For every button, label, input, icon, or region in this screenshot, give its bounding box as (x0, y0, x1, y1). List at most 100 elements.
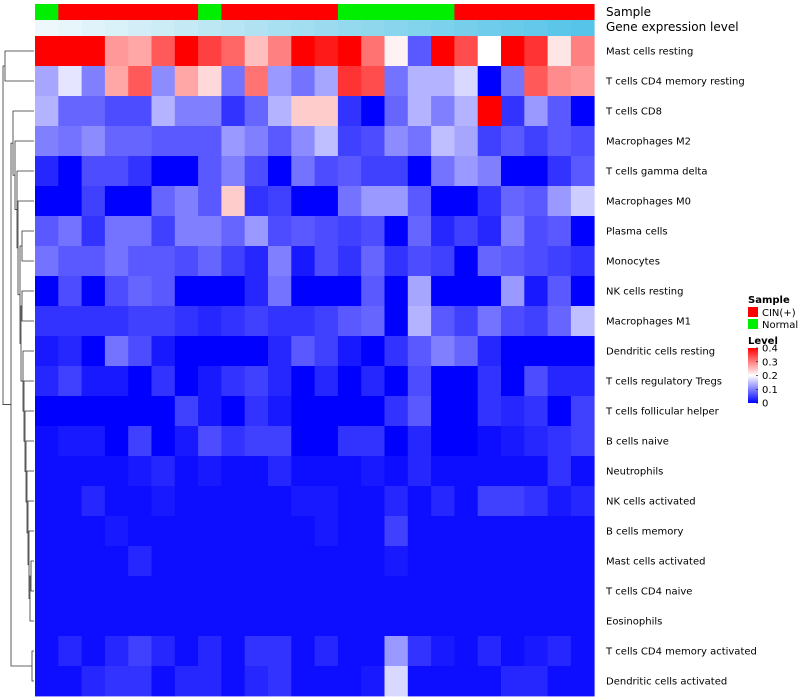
heatmap-cell (384, 336, 409, 367)
heatmap-cell (337, 246, 362, 277)
heatmap-cell (81, 96, 106, 127)
heatmap-cell (291, 126, 315, 157)
heatmap-cell (524, 36, 548, 67)
heatmap-cell (477, 156, 502, 187)
row-label: Neutrophils (606, 467, 663, 478)
heatmap-cell (198, 36, 222, 67)
heatmap-cell (244, 456, 269, 487)
heatmap-cell (198, 246, 222, 277)
sample-cell (291, 4, 315, 20)
heatmap-cell (58, 36, 82, 67)
heatmap-cell (431, 306, 455, 337)
heatmap-cell (291, 666, 315, 697)
heatmap-cell (337, 606, 362, 637)
heatmap-cell (174, 636, 199, 667)
sample-annotation-label: Sample (606, 5, 651, 19)
heatmap-cell (384, 156, 409, 187)
heatmap-cell (501, 126, 525, 157)
heatmap-cell (151, 156, 176, 187)
heatmap-cell (361, 396, 385, 427)
heatmap-cell (570, 456, 595, 487)
heatmap-cell (81, 246, 106, 277)
heatmap-cell (524, 336, 548, 367)
heatmap-cell (570, 66, 595, 97)
heatmap-cell (570, 486, 595, 517)
heatmap-cell (35, 306, 59, 337)
heatmap-cell (58, 546, 82, 577)
heatmap-cell (151, 486, 176, 517)
heatmap-cell (221, 516, 246, 547)
heatmap-cell (244, 546, 269, 577)
sample-cell (81, 4, 106, 20)
legend-tick-label: 0.4 (762, 344, 778, 355)
heatmap-cell (104, 96, 129, 127)
heatmap-cell (337, 666, 362, 697)
heatmap-cell (58, 186, 82, 217)
sample-cell (314, 4, 339, 20)
sample-cell (454, 4, 479, 20)
heatmap-cell (501, 246, 525, 277)
row-label: T cells regulatory Tregs (605, 377, 722, 388)
heatmap-cell (58, 426, 82, 457)
heatmap-cell (314, 306, 339, 337)
heatmap-cell (174, 546, 199, 577)
expression-cell (547, 20, 572, 36)
heatmap-cell (198, 516, 222, 547)
heatmap-cell (35, 636, 59, 667)
heatmap-cell (174, 336, 199, 367)
heatmap-cell (501, 576, 525, 607)
heatmap-cell (314, 396, 339, 427)
sample-cell (570, 4, 595, 20)
heatmap-cell (454, 126, 479, 157)
heatmap-cell (407, 516, 432, 547)
heatmap-cell (291, 186, 315, 217)
heatmap-cell (337, 576, 362, 607)
heatmap-cell (291, 36, 315, 67)
heatmap-cell (501, 336, 525, 367)
heatmap-cell (81, 36, 106, 67)
heatmap-cell (407, 396, 432, 427)
heatmap-cell (407, 96, 432, 127)
heatmap-cell (431, 186, 455, 217)
heatmap-cell (198, 636, 222, 667)
heatmap-cell (384, 666, 409, 697)
heatmap-cell (58, 456, 82, 487)
heatmap-cell (291, 486, 315, 517)
heatmap-cell (198, 126, 222, 157)
legend-sample-title: Sample (748, 295, 790, 306)
heatmap-cell (81, 336, 106, 367)
heatmap-cell (314, 426, 339, 457)
heatmap-cell (81, 216, 106, 247)
dendrogram-branch (2, 65, 11, 405)
expression-cell (291, 20, 315, 36)
heatmap-cell (477, 246, 502, 277)
heatmap-cell (524, 276, 548, 307)
sample-cell (244, 4, 269, 20)
heatmap-cell (477, 546, 502, 577)
heatmap-cell (268, 246, 292, 277)
heatmap-cell (570, 306, 595, 337)
heatmap-cell (384, 366, 409, 397)
heatmap-cell (268, 276, 292, 307)
heatmap-cell (501, 606, 525, 637)
heatmap-cell (81, 126, 106, 157)
heatmap-cell (454, 246, 479, 277)
heatmap-cell (570, 246, 595, 277)
heatmap-cell (454, 336, 479, 367)
heatmap-cell (244, 246, 269, 277)
heatmap-cell (361, 126, 385, 157)
heatmap-cell (314, 546, 339, 577)
heatmap-cell (337, 306, 362, 337)
heatmap-cell (151, 216, 176, 247)
heatmap-cell (407, 186, 432, 217)
expression-cell (58, 20, 82, 36)
heatmap-cell (128, 396, 152, 427)
expression-cell (221, 20, 246, 36)
heatmap-cell (524, 426, 548, 457)
expression-cell (501, 20, 525, 36)
heatmap-cell (198, 216, 222, 247)
heatmap-cell (244, 396, 269, 427)
heatmap-cell (384, 486, 409, 517)
heatmap-cell (151, 36, 176, 67)
heatmap-cell (454, 306, 479, 337)
